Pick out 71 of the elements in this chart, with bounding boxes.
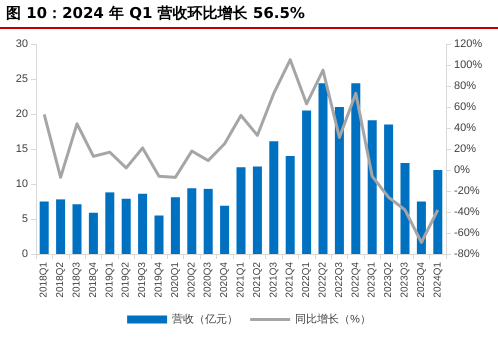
legend-label: 同比增长（%）: [295, 312, 371, 326]
x-tick-label: 2023Q2: [383, 262, 394, 298]
x-tick-label: 2020Q3: [202, 262, 214, 298]
bar: [351, 83, 360, 254]
x-tick-label: 2022Q3: [334, 262, 345, 298]
y-tick-label: 5: [22, 213, 28, 225]
y2-tick-label: -20%: [454, 185, 480, 197]
bar: [170, 197, 180, 254]
x-tick-label: 2020Q1: [170, 262, 181, 298]
x-tick-label: 2021Q3: [268, 262, 280, 298]
y-tick-label: 25: [16, 73, 28, 85]
x-tick-label: 2019Q2: [120, 262, 132, 298]
x-tick-label: 2022Q1: [301, 262, 312, 298]
x-tick-label: 2022Q2: [318, 262, 328, 298]
x-tick-label: 2018Q1: [38, 262, 50, 298]
x-tick-label: 2019Q3: [137, 262, 148, 298]
bar: [220, 206, 230, 254]
bar: [187, 188, 196, 254]
bar: [302, 110, 312, 254]
bar: [269, 141, 278, 254]
y-tick-label: 30: [16, 38, 28, 50]
y2-tick-label: 0%: [454, 164, 470, 176]
y2-tick-label: 100%: [454, 59, 482, 71]
y-tick-label: 20: [16, 108, 28, 120]
bar: [384, 124, 394, 254]
bar: [318, 83, 328, 254]
x-tick-label: 2021Q2: [252, 262, 263, 298]
x-tick-label: 2022Q4: [350, 262, 362, 298]
x-tick-label: 2023Q1: [366, 262, 378, 298]
bar: [334, 107, 344, 254]
x-tick-label: 2019Q4: [154, 262, 164, 298]
bar: [236, 167, 246, 254]
bar: [88, 212, 98, 254]
y2-tick-label: -80%: [454, 248, 480, 260]
x-tick-label: 2018Q4: [88, 262, 99, 298]
legend-label: 营收（亿元）: [172, 312, 238, 326]
line-series: [42, 58, 440, 244]
bar: [204, 188, 213, 254]
chart-title: 图 10：2024 年 Q1 营收环比增长 56.5%: [6, 4, 305, 23]
y2-tick-label: -60%: [454, 227, 480, 239]
bar: [400, 163, 410, 254]
x-tick-label: 2020Q4: [219, 262, 230, 298]
y-tick-label: 15: [16, 143, 28, 155]
x-tick-label: 2018Q3: [72, 262, 82, 298]
y-tick-label: 0: [22, 248, 28, 260]
bar: [56, 199, 66, 254]
x-tick-label: 2021Q1: [236, 262, 246, 298]
x-tick-label: 2019Q1: [104, 262, 116, 298]
x-tick-label: 2023Q4: [416, 262, 427, 298]
y2-tick-label: 40%: [454, 122, 476, 134]
bar: [122, 198, 131, 254]
x-tick-label: 2020Q2: [186, 262, 198, 298]
y2-tick-label: 80%: [454, 80, 476, 92]
bar: [40, 202, 49, 254]
bar: [433, 170, 442, 254]
x-tick-label: 2018Q2: [55, 262, 66, 298]
y-tick-label: 10: [16, 178, 28, 190]
x-tick-label: 2024Q1: [432, 262, 444, 298]
bar: [138, 194, 148, 254]
x-tick-label: 2023Q3: [400, 262, 410, 298]
bar: [154, 216, 164, 254]
bar: [72, 204, 82, 254]
y2-tick-label: 120%: [454, 38, 482, 50]
bar: [286, 156, 295, 254]
x-tick-label: 2021Q4: [284, 262, 296, 298]
bar: [252, 166, 262, 254]
y2-tick-label: 20%: [454, 143, 476, 155]
y2-tick-label: 60%: [454, 101, 476, 113]
y2-tick-label: -40%: [454, 206, 480, 218]
bar: [105, 192, 114, 254]
bar: [368, 120, 377, 254]
